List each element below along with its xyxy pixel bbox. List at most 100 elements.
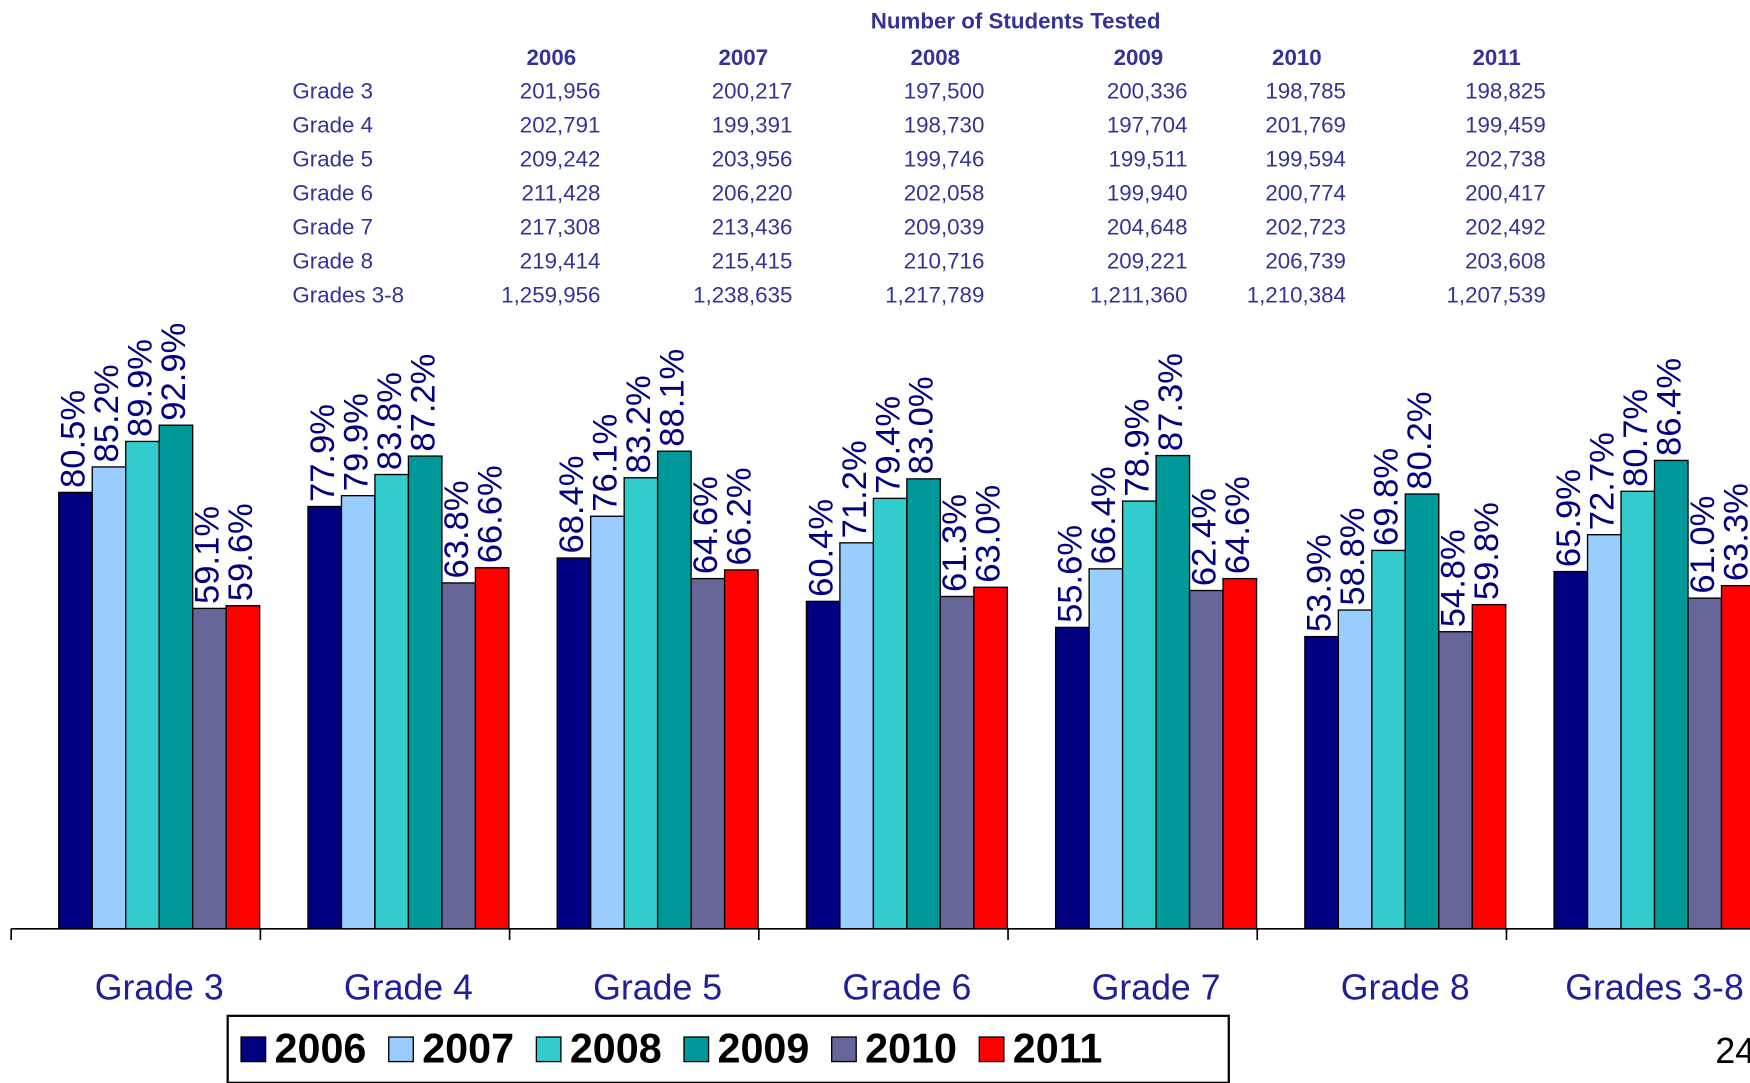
table-cell: 202,738: [1465, 147, 1546, 172]
table-cell: 201,769: [1265, 113, 1346, 138]
legend-swatch: [830, 1036, 857, 1063]
table-cell: 199,459: [1465, 113, 1546, 138]
table-cell: 209,242: [520, 147, 601, 172]
data-label: 59.1%: [189, 506, 227, 604]
table-cell: 202,492: [1465, 214, 1546, 239]
data-label: 80.5%: [55, 390, 93, 488]
data-label: 64.6%: [687, 476, 725, 574]
table-cell: 219,414: [520, 248, 601, 273]
bar: [407, 455, 443, 930]
table-cell: 1,207,539: [1446, 282, 1545, 307]
table-cell: 1,217,789: [885, 282, 984, 307]
data-label: 53.9%: [1301, 534, 1339, 632]
data-label: 66.2%: [720, 467, 758, 565]
table-cell: 200,417: [1465, 181, 1546, 206]
bar: [1222, 577, 1258, 930]
table-cell: 209,221: [1107, 248, 1188, 273]
legend-label: 2011: [1013, 1025, 1103, 1071]
table-row-label: Grade 7: [292, 214, 373, 239]
data-label: 92.9%: [155, 323, 193, 421]
table-cell: 210,716: [904, 248, 985, 273]
page-number: 24: [1715, 1031, 1750, 1071]
bar: [556, 557, 592, 930]
bar: [1121, 500, 1157, 930]
data-label: 63.3%: [1717, 483, 1750, 581]
table-row-label: Grade 6: [292, 181, 373, 206]
bar: [441, 582, 477, 930]
bar: [973, 586, 1008, 930]
bar: [1720, 584, 1750, 930]
table-cell: 199,511: [1108, 147, 1187, 172]
data-label: 83.2%: [620, 375, 658, 473]
bar: [474, 567, 510, 930]
data-label: 87.2%: [404, 354, 442, 452]
legend-swatch: [535, 1036, 562, 1063]
data-label: 60.4%: [802, 499, 840, 597]
data-label: 85.2%: [88, 364, 126, 462]
data-label: 80.2%: [1401, 392, 1439, 490]
table-column-header: 2006: [527, 45, 577, 70]
legend-label: 2007: [422, 1025, 514, 1071]
table-row-label: Grade 3: [292, 79, 373, 104]
bar: [192, 607, 227, 930]
legend-swatch: [240, 1036, 267, 1063]
table-cell: 215,415: [712, 248, 793, 273]
data-label: 63.0%: [970, 485, 1008, 583]
bar: [1438, 631, 1473, 930]
table-column-header: 2009: [1114, 45, 1164, 70]
data-label: 55.6%: [1052, 525, 1090, 623]
bar: [125, 440, 160, 930]
table-column-header: 2007: [718, 45, 768, 70]
data-label: 87.3%: [1152, 353, 1190, 451]
table-cell: 211,428: [521, 181, 600, 206]
data-label: 63.8%: [438, 480, 476, 578]
data-label: 59.6%: [222, 503, 260, 601]
data-label: 71.2%: [836, 440, 874, 538]
data-label: 86.4%: [1650, 358, 1688, 456]
bar: [374, 473, 410, 930]
bar: [1188, 589, 1224, 930]
table-cell: 206,220: [712, 181, 793, 206]
bar: [1687, 597, 1723, 930]
table-cell: 202,058: [904, 181, 985, 206]
bar: [656, 450, 692, 930]
data-label: 80.7%: [1617, 389, 1655, 487]
table-cell: 199,940: [1107, 181, 1188, 206]
data-label: 78.9%: [1118, 399, 1156, 497]
bar: [1471, 603, 1507, 930]
data-label: 66.6%: [471, 465, 509, 563]
data-label: 61.3%: [936, 494, 974, 592]
data-label: 66.4%: [1085, 466, 1123, 564]
data-label: 79.9%: [337, 393, 375, 491]
table-cell: 213,436: [712, 214, 793, 239]
data-label: 77.9%: [304, 404, 342, 502]
data-label: 65.9%: [1550, 469, 1588, 567]
data-label: 59.8%: [1468, 502, 1506, 600]
bar: [939, 595, 975, 930]
legend-swatch: [683, 1036, 710, 1063]
bar: [690, 577, 726, 930]
table-cell: 197,500: [904, 79, 985, 104]
legend-label: 2010: [865, 1025, 957, 1071]
data-label: 83.8%: [371, 372, 409, 470]
bar: [1337, 609, 1373, 930]
data-label: 54.8%: [1435, 529, 1473, 627]
legend-swatch: [388, 1036, 414, 1063]
table-cell: 200,336: [1107, 79, 1188, 104]
legend-label: 2009: [717, 1025, 809, 1071]
table-cell: 200,217: [712, 79, 793, 104]
data-label: 76.1%: [587, 414, 625, 512]
bar: [1404, 493, 1440, 930]
bar: [1586, 534, 1622, 930]
table-cell: 203,956: [712, 147, 793, 172]
data-label: 61.0%: [1684, 496, 1722, 594]
x-tick-label: Grades 3-8: [1565, 968, 1744, 1008]
bar: [58, 491, 93, 930]
bar: [1054, 626, 1090, 930]
table-cell: 204,648: [1107, 214, 1188, 239]
bar: [91, 466, 127, 930]
table-cell: 203,608: [1465, 248, 1546, 273]
table-row-label: Grades 3-8: [292, 282, 404, 307]
bar: [1304, 635, 1340, 930]
